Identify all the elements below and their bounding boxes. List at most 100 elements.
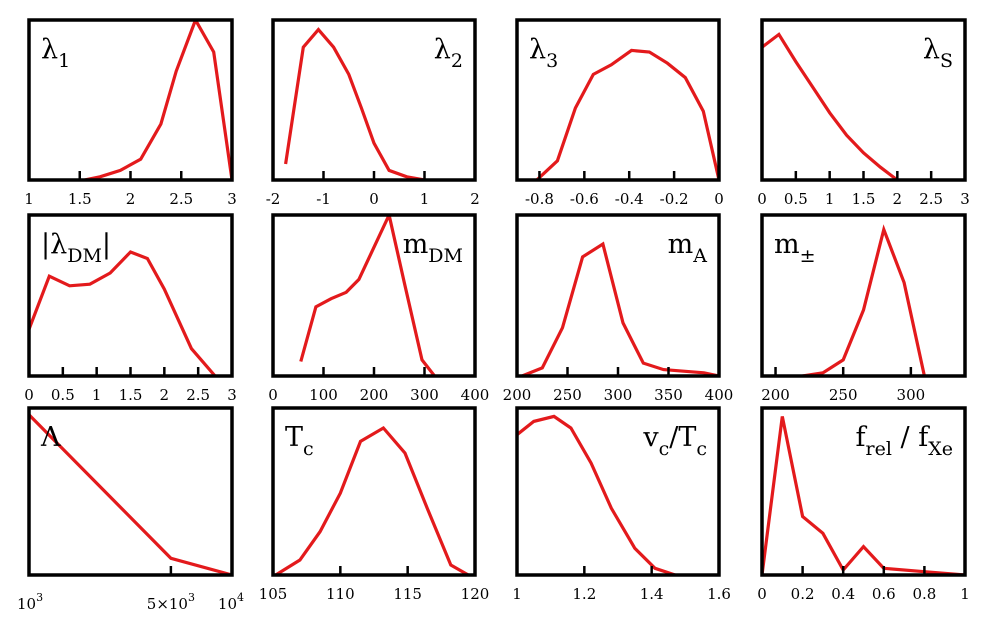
x-tick-label: 3 — [227, 386, 237, 404]
plot-frame — [760, 213, 967, 378]
x-tick-label: 2 — [126, 190, 136, 208]
panel-label: |λDM| — [41, 229, 111, 267]
panel-label-main: m — [403, 229, 429, 260]
x-tick-label: 2 — [160, 386, 170, 404]
x-tick-label: 400 — [705, 386, 734, 404]
panel-label-main: λ — [434, 34, 451, 65]
panel-1: 1 1.5 2 2.5 3λ1 — [24, 18, 237, 208]
x-tick-label: 1 — [420, 190, 430, 208]
panel-label-subscript: 1 — [58, 50, 70, 72]
panel-label-main: λ — [41, 34, 58, 65]
x-tick-label: 0.5 — [51, 386, 75, 404]
x-tick-label: 0 — [757, 585, 767, 603]
x-tick-label: 0.8 — [912, 585, 936, 603]
curve-series — [762, 32, 899, 180]
x-tick-label: 0 — [369, 190, 379, 208]
panel-label: Tc — [285, 422, 314, 460]
panel-label: mA — [668, 229, 708, 267]
plot-frame — [515, 406, 721, 577]
panel-label: λ2 — [434, 34, 463, 72]
panel-label: λ1 — [41, 34, 70, 72]
curve-series — [284, 27, 425, 180]
x-tick-label: 2.5 — [169, 190, 193, 208]
x-tick-label: 200 — [761, 386, 790, 404]
x-tick-label: 2 — [893, 190, 903, 208]
x-tick-label: 3 — [960, 190, 970, 208]
curve-series — [29, 250, 217, 376]
x-tick-label: 1 — [512, 585, 522, 603]
x-tick-label: 300 — [897, 386, 926, 404]
panel-label-suffix: / f — [892, 422, 930, 453]
x-tick-label: 1.5 — [852, 190, 876, 208]
x-tick-label: -2 — [266, 190, 281, 208]
panel-2: -2 -1 0 1 2λ2 — [266, 18, 480, 208]
panel-6: 0 100 200 300 400 mDM — [268, 213, 490, 404]
tick-base: 5×10 — [147, 595, 188, 613]
panel-label-main: |λ — [41, 229, 67, 260]
plot-frame — [271, 406, 477, 577]
x-tick-label: 0.4 — [831, 585, 855, 603]
x-tick-label: 0 — [24, 386, 34, 404]
curve-series — [521, 241, 719, 376]
x-tick-label: 250 — [553, 386, 582, 404]
x-tick-label: 0.6 — [872, 585, 896, 603]
x-tick-label: 400 — [461, 386, 490, 404]
panel-label-subscript: c — [659, 438, 670, 460]
x-tick-label: 0.2 — [791, 585, 815, 603]
x-tick-label: 350 — [654, 386, 683, 404]
panel-3: -0.8 -0.6 -0.4 -0.2 0 λ3 — [515, 18, 724, 208]
panel-label-subscript: 2 — [451, 50, 463, 72]
panel-label-subscript: A — [692, 245, 707, 267]
tick-base: 10 — [17, 595, 36, 613]
tick-base: 10 — [218, 595, 237, 613]
curve-series — [274, 425, 470, 575]
panel-label-main: m — [668, 229, 694, 260]
x-tick-label: -1 — [316, 190, 331, 208]
panel-7: 200 250 300 350 400 mA — [503, 213, 734, 404]
x-tick-label: -0.8 — [525, 190, 554, 208]
x-tick-label: 0.5 — [784, 190, 808, 208]
x-tick-label: -0.4 — [615, 190, 644, 208]
plot-frame — [27, 406, 234, 577]
curve-series — [299, 215, 436, 376]
x-tick-label: 104 — [218, 591, 244, 613]
plot-frame — [27, 18, 234, 182]
panel-label-suffix: | — [102, 229, 111, 260]
x-tick-label: 200 — [503, 386, 532, 404]
x-tick-label: 120 — [461, 585, 490, 603]
x-tick-label: 1 — [24, 190, 34, 208]
panel-label-main: Λ — [40, 422, 61, 453]
x-tick-label: 1.6 — [707, 585, 731, 603]
tick-exponent: 3 — [188, 591, 195, 604]
panel-label: λS — [923, 34, 953, 72]
x-tick-label: 300 — [604, 386, 633, 404]
panel-10: 105 110 115 120 Tc — [259, 406, 490, 603]
panel-8: 200 250 300 m± — [760, 213, 967, 404]
x-tick-label: 5×103 — [147, 591, 195, 613]
panel-label-main: m — [774, 229, 800, 260]
x-tick-label: 2 — [470, 190, 480, 208]
x-tick-label: 1.2 — [572, 585, 596, 603]
x-tick-label: 300 — [410, 386, 439, 404]
panel-label: mDM — [403, 229, 463, 267]
x-tick-label: 1 — [825, 190, 835, 208]
x-tick-label: 115 — [393, 585, 422, 603]
panel-label-subscript-2: c — [696, 438, 707, 460]
x-tick-label: 200 — [360, 386, 389, 404]
plot-frame — [760, 406, 967, 577]
panel-label-subscript: 3 — [546, 50, 558, 72]
panel-label-main: T — [285, 422, 303, 453]
panel-label: vc/Tc — [642, 422, 707, 460]
x-tick-label: 103 — [17, 591, 43, 613]
x-tick-label: 1.5 — [68, 190, 92, 208]
panel-label-main: f — [856, 422, 868, 453]
panel-4: 0 0.5 1 1.5 2 2.5 3 λS — [757, 18, 970, 208]
tick-exponent: 4 — [237, 591, 244, 604]
curve-series — [517, 414, 676, 575]
panel-label-subscript: DM — [428, 245, 463, 267]
curve-series — [802, 224, 926, 376]
panel-12: 0 0.2 0.4 0.6 0.8 1 frel / fXe — [757, 406, 970, 603]
panel-label-subscript-2: Xe — [928, 438, 953, 460]
